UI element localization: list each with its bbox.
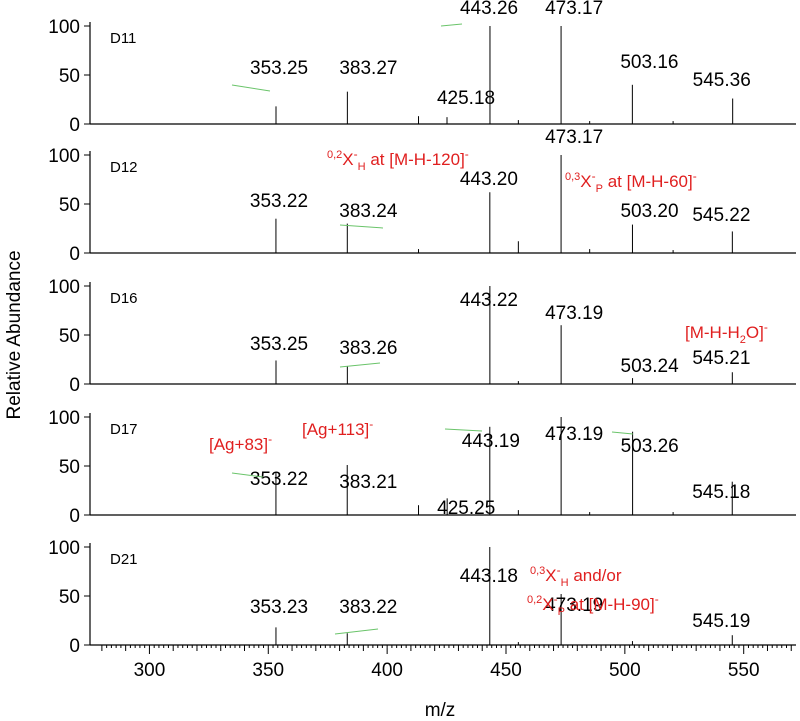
x-tick-label: 400 — [371, 660, 403, 681]
peak-label: 353.22 — [250, 191, 308, 212]
peak-label: 503.16 — [620, 52, 678, 73]
y-tick-label: 100 — [48, 146, 80, 167]
leader-line — [440, 23, 463, 27]
leader-line — [339, 224, 384, 229]
peak-label: 545.22 — [692, 205, 750, 226]
x-tick-label: 500 — [609, 660, 641, 681]
leader-line — [611, 431, 634, 435]
peak-label: 443.20 — [460, 169, 518, 190]
peak-label: 353.23 — [250, 597, 308, 618]
y-tick-label: 50 — [59, 587, 80, 608]
fragment-annotation: 0,2X-P at [M-H-90]- — [527, 592, 659, 618]
peak-label: 545.36 — [693, 70, 751, 91]
x-tick-label: 550 — [728, 660, 760, 681]
panel-d11: 0 50 100 D11 353.25 383.27 425.18 443.26 473.17 5… — [48, 0, 796, 136]
fragment-annotation: 0,3X-P at [M-H-60]- — [565, 169, 697, 195]
peak-label: 473.19 — [545, 424, 603, 445]
panel-label: D21 — [110, 551, 138, 568]
y-tick-label: 0 — [69, 506, 80, 527]
y-tick-label: 0 — [69, 636, 80, 657]
x-axis-title: m/z — [425, 700, 456, 721]
leader-line — [444, 428, 483, 432]
peak-label: 425.18 — [437, 88, 495, 109]
peak-label: 353.25 — [250, 58, 308, 79]
fragment-annotation: [Ag+83]- — [209, 432, 272, 454]
panel-label: D16 — [110, 290, 138, 307]
y-tick-label: 100 — [48, 538, 80, 559]
panel-d17: 0 50 100 D17 353.22 383.21 425.25 443.19 473.19 5… — [48, 408, 796, 527]
panel-d16: 0 50 100 D16 353.25 383.26 443.22 473.19 503.24 5… — [48, 277, 796, 396]
y-tick-label: 0 — [69, 375, 80, 396]
y-axis-title: Relative Abundance — [4, 250, 25, 419]
peak-label: 443.26 — [460, 0, 518, 19]
peak-label: 353.25 — [250, 334, 308, 355]
leader-line — [339, 362, 381, 368]
fragment-annotation: [Ag+113]- — [302, 417, 373, 439]
y-tick-label: 50 — [59, 66, 80, 87]
peak-label: 503.26 — [621, 436, 679, 457]
fragment-annotation: 0,2X-H at [M-H-120]- — [327, 147, 469, 173]
x-axis: 300 350 400 450 500 550 — [101, 645, 792, 681]
peak-label: 353.22 — [250, 469, 308, 490]
y-tick-label: 50 — [59, 326, 80, 347]
peak-label: 383.22 — [339, 597, 397, 618]
peak-label: 545.21 — [692, 348, 750, 369]
peak-label: 503.24 — [621, 356, 680, 377]
x-tick-label: 350 — [252, 660, 284, 681]
peak-label: 383.24 — [339, 201, 398, 222]
peak-label: 383.26 — [339, 338, 397, 359]
peak-label: 473.17 — [545, 127, 603, 148]
x-tick-label: 450 — [490, 660, 522, 681]
panel-label: D12 — [110, 159, 138, 176]
y-tick-label: 0 — [69, 115, 80, 136]
y-tick-label: 50 — [59, 195, 80, 216]
peak-label: 473.17 — [545, 0, 603, 19]
y-tick-label: 50 — [59, 457, 80, 478]
leader-line — [231, 472, 264, 478]
peak-label: 425.25 — [437, 498, 495, 519]
spectra-panels: 0 50 100 D11 353.25 383.27 425.18 443.26 473.17 5… — [48, 0, 796, 657]
y-tick-label: 100 — [48, 277, 80, 298]
leader-line — [231, 84, 271, 92]
peak-label: 443.18 — [460, 566, 518, 587]
panel-d12: 0 50 100 D12 353.22 383.24 443.20 473.17 503.20 5… — [48, 127, 796, 265]
leader-line — [334, 628, 379, 635]
fragment-annotation: 0,3X-H and/or — [530, 563, 622, 589]
x-tick-label: 300 — [134, 660, 166, 681]
y-tick-label: 100 — [48, 17, 80, 38]
panel-d21: 0 50 100 D21 353.23 383.22 443.18 473.19 545.19 0… — [48, 538, 796, 657]
y-tick-label: 0 — [69, 244, 80, 265]
peak-label: 383.27 — [339, 58, 397, 79]
peak-label: 545.19 — [692, 611, 750, 632]
peak-label: 443.22 — [460, 290, 518, 311]
peak-label: 473.19 — [545, 595, 603, 616]
peak-label: 443.19 — [462, 431, 520, 452]
peak-label: 545.18 — [692, 482, 750, 503]
y-tick-label: 100 — [48, 408, 80, 429]
panel-label: D11 — [110, 30, 136, 47]
fragment-annotation: [M-H-H2O]- — [685, 320, 768, 346]
peak-label: 503.20 — [620, 201, 678, 222]
peak-label: 473.19 — [545, 303, 603, 324]
peak-label: 383.21 — [339, 472, 397, 493]
panel-label: D17 — [110, 421, 138, 438]
